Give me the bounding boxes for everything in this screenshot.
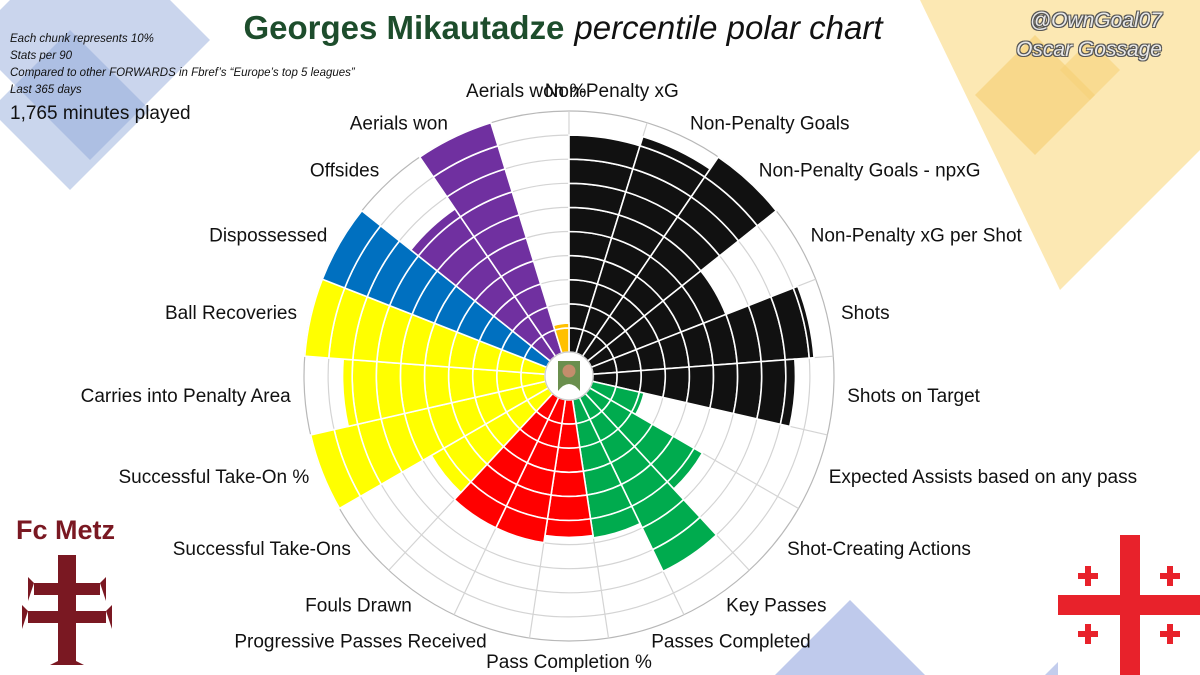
category-label: Carries into Penalty Area — [81, 386, 292, 407]
polar-bar-chunk — [351, 358, 383, 426]
category-label: Non-Penalty xG — [545, 81, 679, 102]
polar-bar-chunk — [309, 428, 362, 510]
category-label: Offsides — [310, 160, 379, 181]
polar-bar-chunk — [732, 360, 763, 420]
polar-bar-chunk — [471, 367, 500, 399]
polar-bar-chunk — [546, 494, 592, 522]
photo-face — [562, 364, 576, 378]
polar-bar-chunk — [703, 155, 778, 227]
category-label: Aerials won — [350, 114, 448, 135]
category-label: Aerials won % — [466, 81, 586, 102]
polar-bar-chunk — [550, 470, 588, 498]
polar-bar-chunk — [321, 209, 382, 290]
polar-bar-chunk — [418, 121, 499, 179]
note-per90: Stats per 90 — [10, 50, 73, 62]
polar-bar-chunk — [399, 362, 430, 415]
polar-bar-chunk — [423, 364, 453, 410]
author-credit: @OwnGoal07 Oscar Gossage — [1016, 6, 1162, 64]
category-labels: Non-Penalty xG Non-Penalty Goals Non-Penal… — [81, 81, 1138, 673]
author-name: Oscar Gossage — [1016, 38, 1162, 61]
category-label: Passes Completed — [651, 632, 810, 653]
category-label: Progressive Passes Received — [234, 632, 486, 653]
polar-bar — [418, 121, 563, 358]
category-label: Non-Penalty xG per Shot — [811, 226, 1023, 247]
category-label: Non-Penalty Goals — [690, 114, 849, 135]
polar-bar-chunk — [375, 360, 406, 420]
polar-bar-chunk — [755, 358, 787, 426]
polar-bar — [430, 386, 554, 494]
polar-bar — [309, 380, 550, 510]
polar-bar-chunk — [708, 362, 739, 415]
polar-bar — [590, 285, 815, 376]
polar-bar-chunk — [661, 366, 691, 404]
polar-bar-chunk — [553, 446, 585, 474]
polar-bar — [552, 322, 570, 355]
polar-bar-chunk — [544, 517, 594, 539]
category-label: Fouls Drawn — [305, 596, 412, 617]
note-comparison: Compared to other FORWARDS in Fbref’s “E… — [10, 67, 355, 79]
methodology-notes: Each chunk represents 10% Stats per 90 C… — [10, 31, 355, 99]
title-subtitle: percentile polar chart — [574, 9, 883, 46]
category-label: Successful Take-Ons — [173, 539, 351, 560]
polar-bar — [341, 358, 547, 428]
polar-bar-chunk — [447, 366, 477, 404]
club-name: Fc Metz — [16, 515, 116, 545]
polar-bar-chunk — [792, 285, 815, 359]
category-label: Expected Assists based on any pass — [829, 467, 1137, 488]
category-label: Key Passes — [726, 596, 826, 617]
polar-bar-chunk — [589, 505, 642, 539]
polar-bar — [575, 135, 712, 358]
polar-bar — [453, 392, 560, 529]
author-handle: @OwnGoal07 — [1029, 9, 1162, 32]
polar-bar-chunk — [685, 364, 715, 410]
polar-bar — [321, 209, 552, 369]
polar-bar — [584, 386, 704, 491]
category-label: Shot-Creating Actions — [787, 539, 971, 560]
minutes-played: 1,765 minutes played — [10, 103, 191, 124]
photo-shirt — [558, 384, 580, 391]
note-period: Last 365 days — [10, 84, 82, 96]
polar-bar — [568, 134, 642, 355]
polar-bar-chunk — [453, 480, 508, 529]
category-label: Non-Penalty Goals - npxG — [759, 160, 981, 181]
category-label: Successful Take-On % — [118, 467, 309, 488]
polar-bar-chunk — [552, 322, 570, 332]
category-label: Shots — [841, 303, 890, 324]
polar-bar — [591, 358, 797, 428]
polar-bar-chunk — [651, 516, 718, 573]
polar-bar-chunk — [779, 358, 797, 428]
player-photo-icon — [544, 351, 594, 401]
chart-title: Georges Mikautadze percentile polar chart — [0, 8, 1126, 48]
category-label: Dispossessed — [209, 226, 327, 247]
polar-bars — [303, 121, 815, 573]
category-label: Ball Recoveries — [165, 303, 297, 324]
category-label: Shots on Target — [847, 386, 980, 407]
note-chunk: Each chunk represents 10% — [10, 33, 154, 45]
title-player-name: Georges Mikautadze — [243, 9, 565, 46]
category-label: Pass Completion % — [486, 652, 652, 673]
